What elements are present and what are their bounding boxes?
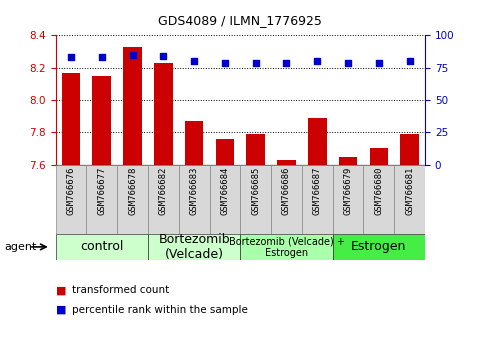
Text: Estrogen: Estrogen	[351, 240, 407, 253]
Point	[406, 58, 413, 64]
Text: ■: ■	[56, 305, 70, 315]
Point	[67, 55, 75, 60]
Bar	[62, 73, 80, 165]
Text: GSM766686: GSM766686	[282, 167, 291, 215]
Bar	[369, 148, 388, 165]
Text: GSM766677: GSM766677	[97, 167, 106, 215]
Bar	[179, 165, 210, 234]
Point	[375, 60, 383, 65]
Bar	[246, 134, 265, 165]
Bar	[333, 165, 364, 234]
Bar	[56, 234, 148, 260]
Bar	[215, 139, 234, 165]
Text: ■: ■	[56, 285, 70, 295]
Text: GSM766676: GSM766676	[67, 167, 75, 215]
Text: agent: agent	[5, 242, 37, 252]
Text: GSM766682: GSM766682	[159, 167, 168, 215]
Bar	[364, 165, 394, 234]
Text: control: control	[80, 240, 124, 253]
Point	[128, 52, 136, 58]
Bar	[154, 63, 172, 165]
Bar	[86, 165, 117, 234]
Bar	[339, 156, 357, 165]
Text: GSM766685: GSM766685	[251, 167, 260, 215]
Text: GSM766679: GSM766679	[343, 167, 353, 215]
Bar	[148, 234, 241, 260]
Bar	[333, 234, 425, 260]
Text: Bortezomib (Velcade) +
Estrogen: Bortezomib (Velcade) + Estrogen	[228, 236, 344, 258]
Text: GSM766687: GSM766687	[313, 167, 322, 215]
Bar	[92, 76, 111, 165]
Text: GSM766681: GSM766681	[405, 167, 414, 215]
Point	[252, 60, 259, 65]
Bar	[117, 165, 148, 234]
Text: GSM766680: GSM766680	[374, 167, 384, 215]
Bar	[308, 118, 327, 165]
Bar	[277, 160, 296, 165]
Bar	[210, 165, 240, 234]
Text: percentile rank within the sample: percentile rank within the sample	[72, 305, 248, 315]
Bar	[271, 165, 302, 234]
Text: GDS4089 / ILMN_1776925: GDS4089 / ILMN_1776925	[158, 14, 322, 27]
Bar	[56, 165, 86, 234]
Bar	[123, 47, 142, 165]
Point	[159, 53, 167, 59]
Point	[190, 58, 198, 64]
Text: GSM766678: GSM766678	[128, 167, 137, 215]
Text: Bortezomib
(Velcade): Bortezomib (Velcade)	[158, 233, 230, 261]
Text: GSM766683: GSM766683	[190, 167, 199, 215]
Point	[98, 55, 106, 60]
Bar	[148, 165, 179, 234]
Bar	[302, 165, 333, 234]
Point	[283, 60, 290, 65]
Bar	[240, 165, 271, 234]
Bar	[185, 121, 203, 165]
Text: GSM766684: GSM766684	[220, 167, 229, 215]
Point	[313, 58, 321, 64]
Bar	[400, 134, 419, 165]
Point	[221, 60, 229, 65]
Bar	[394, 165, 425, 234]
Bar	[240, 234, 333, 260]
Point	[344, 60, 352, 65]
Text: transformed count: transformed count	[72, 285, 170, 295]
